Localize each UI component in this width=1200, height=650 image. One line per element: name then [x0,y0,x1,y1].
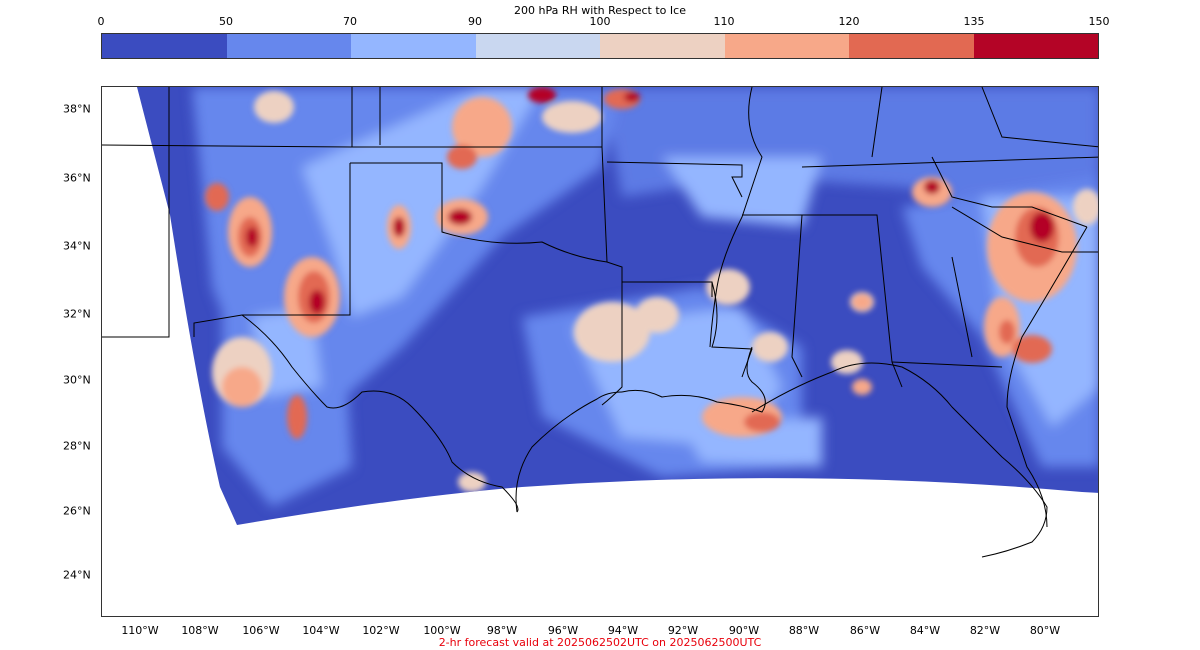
colorbar-segment [102,34,227,58]
lat-label: 28°N [63,439,91,453]
lon-label: 110°W [121,624,159,637]
colorbar-segment [475,34,600,58]
lon-label: 102°W [362,624,400,637]
lon-label: 98°W [486,624,518,637]
colorbar-tick: 100 [589,15,611,28]
colorbar-title: 200 hPa RH with Respect to Ice [514,4,686,17]
lat-label: 36°N [63,171,91,185]
lat-label: 34°N [63,239,91,253]
lat-label: 30°N [63,373,91,387]
lon-label: 90°W [728,624,760,637]
colorbar-tick: 90 [468,15,482,28]
forecast-valid-caption: 2-hr forecast valid at 2025062502UTC on … [438,636,762,649]
colorbar-segment [226,34,351,58]
rh-field-map [102,87,1098,558]
colorbar-segment [849,34,974,58]
lat-label: 32°N [63,307,91,321]
lon-label: 82°W [969,624,1001,637]
lon-label: 96°W [547,624,579,637]
colorbar-segment [600,34,725,58]
lon-label: 86°W [849,624,881,637]
lon-label: 100°W [423,624,461,637]
colorbar-segment [351,34,476,58]
lon-label: 84°W [909,624,941,637]
colorbar-tick: 70 [343,15,357,28]
lon-label: 104°W [302,624,340,637]
lat-label: 26°N [63,504,91,518]
map-panel [101,86,1099,617]
colorbar-tick: 135 [963,15,985,28]
lon-label: 92°W [667,624,699,637]
colorbar-tick: 50 [219,15,233,28]
lon-label: 106°W [242,624,280,637]
colorbar-segment [724,34,849,58]
colorbar-tick: 110 [713,15,735,28]
colorbar [101,33,1099,59]
lon-label: 108°W [181,624,219,637]
colorbar-segment [973,34,1098,58]
colorbar-tick: 120 [838,15,860,28]
colorbar-tick: 0 [97,15,105,28]
lon-label: 80°W [1029,624,1061,637]
lon-label: 94°W [607,624,639,637]
lon-label: 88°W [788,624,820,637]
state-boundaries [102,87,1098,558]
lat-label: 24°N [63,568,91,582]
colorbar-tick: 150 [1088,15,1110,28]
lat-label: 38°N [63,102,91,116]
